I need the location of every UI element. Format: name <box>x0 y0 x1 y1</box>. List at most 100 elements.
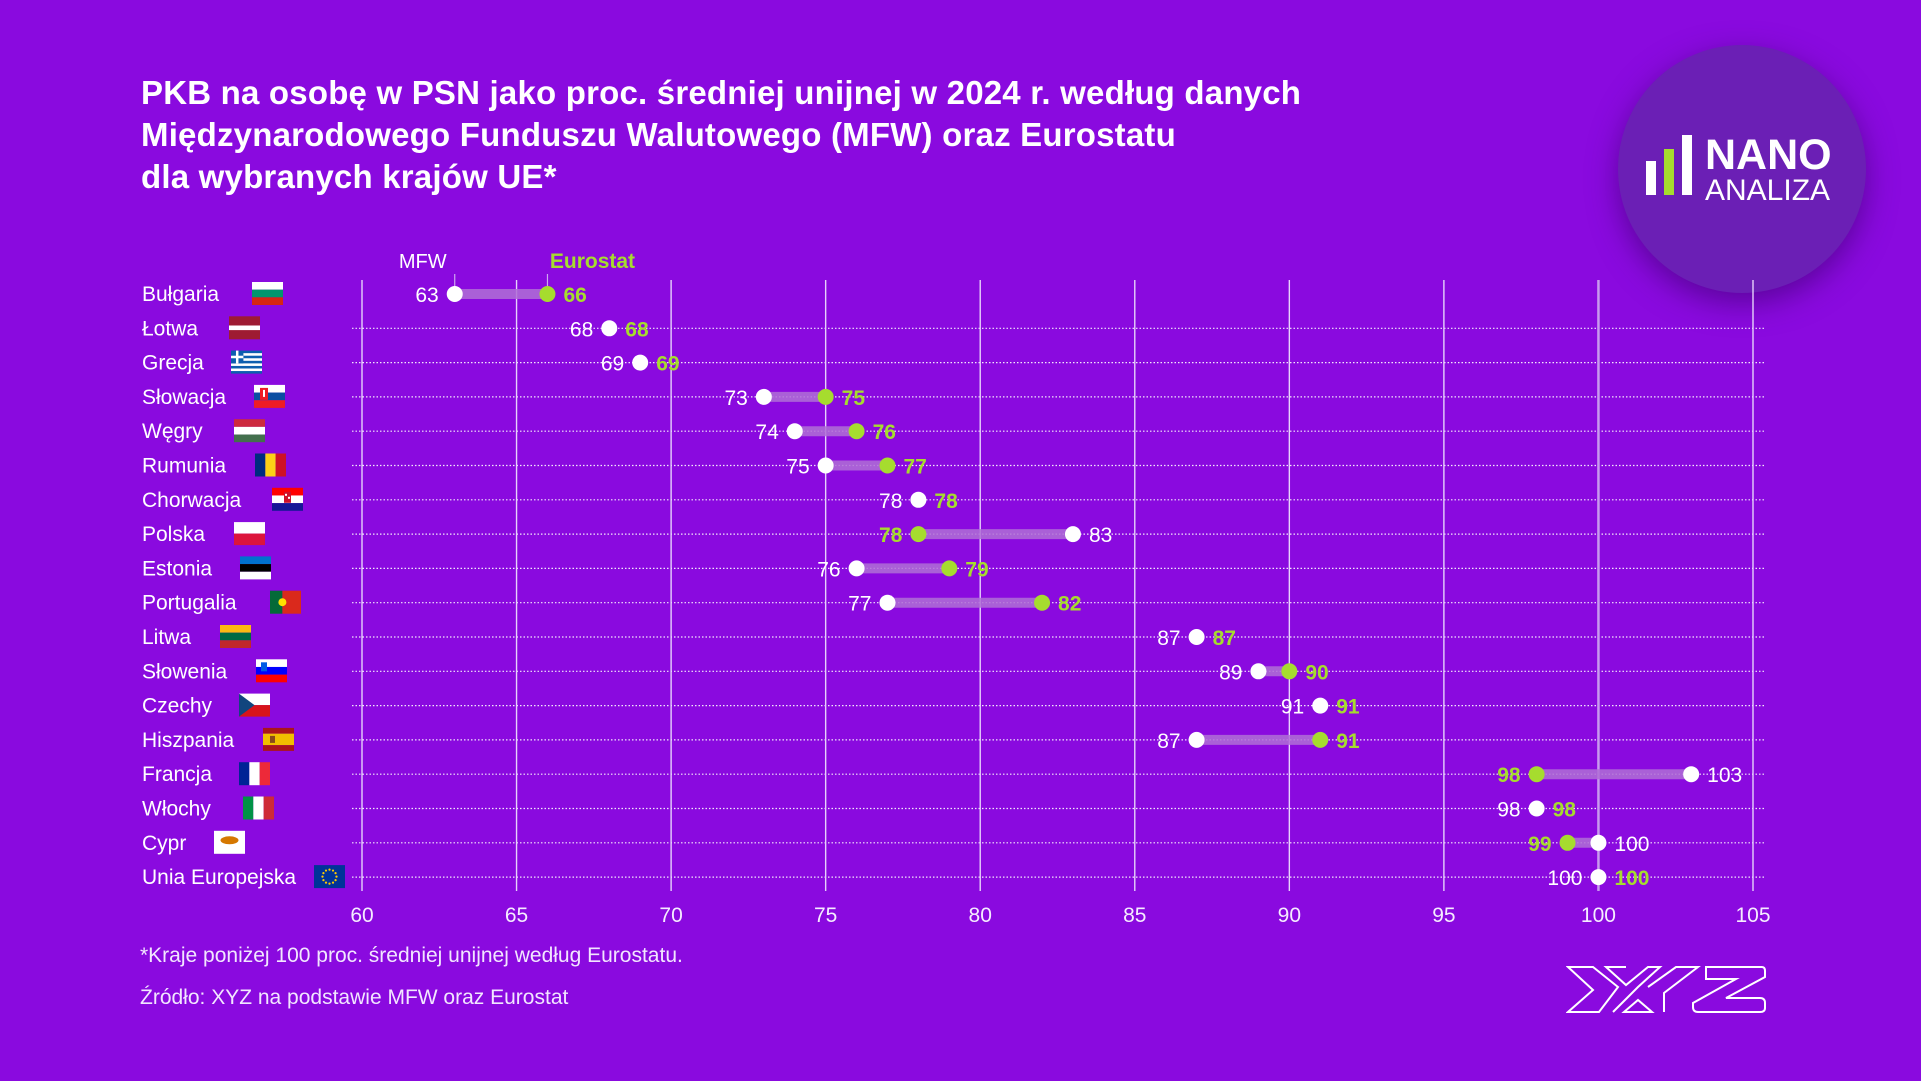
country-label: Słowenia <box>142 660 228 683</box>
flag-pt-icon <box>270 590 301 614</box>
mfw-point <box>1590 834 1607 851</box>
mfw-value-label: 103 <box>1707 764 1742 787</box>
title-line-1: PKB na osobę w PSN jako proc. średniej u… <box>141 74 1302 111</box>
mfw-point <box>786 423 803 440</box>
x-tick-label: 75 <box>814 904 837 927</box>
mfw-value-label: 78 <box>879 490 902 513</box>
footnote: *Kraje poniżej 100 proc. średniej unijne… <box>140 944 683 967</box>
country-label: Hiszpania <box>142 729 235 752</box>
x-tick-label: 60 <box>350 904 373 927</box>
flag-hu-icon <box>234 419 265 443</box>
eurostat-value-label: 77 <box>903 456 926 479</box>
eurostat-point <box>817 388 834 405</box>
eurostat-value-label: 66 <box>563 284 586 307</box>
x-tick-label: 105 <box>1735 904 1770 927</box>
mfw-point <box>1683 766 1700 783</box>
country-label: Węgry <box>142 420 203 443</box>
mfw-point <box>601 320 618 337</box>
eurostat-value-label: 82 <box>1058 593 1081 616</box>
eurostat-value-label: 91 <box>1336 696 1360 719</box>
flag-cz-icon <box>239 693 270 717</box>
x-tick-label: 95 <box>1432 904 1455 927</box>
mfw-point <box>446 286 463 302</box>
flag-si-icon <box>256 659 287 683</box>
mfw-value-label: 63 <box>415 284 438 307</box>
legend-eurostat: Eurostat <box>550 250 635 273</box>
eurostat-point <box>848 423 865 440</box>
mfw-value-label: 83 <box>1089 524 1112 547</box>
country-label: Portugalia <box>142 592 237 615</box>
eurostat-value-label: 78 <box>879 524 903 547</box>
mfw-point <box>1312 697 1329 714</box>
mfw-value-label: 89 <box>1219 661 1242 684</box>
eurostat-point <box>910 526 927 543</box>
country-label: Czechy <box>142 695 213 718</box>
country-label: Włochy <box>142 798 211 821</box>
eurostat-point <box>879 457 896 474</box>
legend-mfw: MFW <box>399 251 447 273</box>
mfw-value-label: 73 <box>724 387 747 410</box>
flag-sk-icon <box>254 384 285 408</box>
mfw-value-label: 76 <box>817 558 840 581</box>
mfw-value-label: 87 <box>1157 627 1180 650</box>
x-tick-label: 80 <box>969 904 992 927</box>
flag-it-icon <box>243 796 274 820</box>
eurostat-value-label: 98 <box>1553 799 1577 822</box>
eurostat-value-label: 79 <box>965 558 988 581</box>
eurostat-point <box>941 560 958 577</box>
eurostat-point <box>1559 834 1576 851</box>
mfw-point <box>879 594 896 611</box>
mfw-value-label: 75 <box>786 456 809 479</box>
mfw-value-label: 74 <box>755 421 779 444</box>
eurostat-point <box>539 286 556 302</box>
eurostat-point <box>1281 663 1298 680</box>
flag-ee-icon <box>240 556 271 580</box>
country-label: Grecja <box>142 352 204 375</box>
mfw-value-label: 98 <box>1497 799 1520 822</box>
flag-lt-icon <box>220 625 251 648</box>
dumbbell-chart: 60 65 70 75 80 85 90 95 100 105 MFW Eurostat Bułgari… <box>142 250 1771 927</box>
mfw-point <box>755 388 772 405</box>
country-label: Polska <box>142 523 205 546</box>
mfw-point <box>1590 869 1607 886</box>
eurostat-value-label: 69 <box>656 353 679 376</box>
mfw-value-label: 100 <box>1547 867 1582 890</box>
nano-analiza-logo: NANO ANALIZA <box>1618 45 1866 293</box>
country-label: Rumunia <box>142 455 226 478</box>
flag-lv-icon <box>229 316 260 340</box>
logo-text-nano: NANO <box>1705 131 1832 179</box>
country-label: Estonia <box>142 557 212 580</box>
title-line-2: Międzynarodowego Funduszu Walutowego (MF… <box>141 116 1176 153</box>
eurostat-point <box>1528 766 1545 783</box>
flag-pl-icon <box>234 522 265 546</box>
eurostat-point <box>1312 731 1329 748</box>
country-label: Cypr <box>142 832 186 855</box>
flag-bg-icon <box>252 282 283 305</box>
flag-cy-icon <box>214 830 245 854</box>
eurostat-value-label: 68 <box>625 318 649 341</box>
eurostat-value-label: 78 <box>934 490 958 513</box>
eurostat-value-label: 90 <box>1305 661 1328 684</box>
country-label: Unia Europejska <box>142 866 296 889</box>
x-tick-label: 90 <box>1278 904 1301 927</box>
chart-title: PKB na osobę w PSN jako proc. średniej u… <box>141 72 1441 198</box>
country-label: Słowacja <box>142 386 226 409</box>
x-tick-label: 70 <box>659 904 682 927</box>
eurostat-point <box>1034 594 1051 611</box>
flag-ro-icon <box>255 453 286 477</box>
flag-es-icon <box>263 727 294 751</box>
xyz-brand-logo-icon <box>1566 966 1766 1013</box>
eurostat-value-label: 76 <box>873 421 896 444</box>
flag-gr-icon <box>231 350 262 374</box>
eurostat-value-label: 91 <box>1336 730 1360 753</box>
flag-hr-icon <box>272 487 303 511</box>
eurostat-value-label: 99 <box>1528 833 1551 856</box>
title-line-3: dla wybranych krajów UE* <box>141 158 557 195</box>
x-tick-label: 100 <box>1581 904 1616 927</box>
country-label: Litwa <box>142 626 191 649</box>
bar-chart-logo-icon <box>1646 135 1692 195</box>
mfw-point <box>1528 800 1545 817</box>
mfw-point <box>1250 663 1267 680</box>
x-tick-label: 85 <box>1123 904 1146 927</box>
eurostat-value-label: 87 <box>1213 627 1236 650</box>
